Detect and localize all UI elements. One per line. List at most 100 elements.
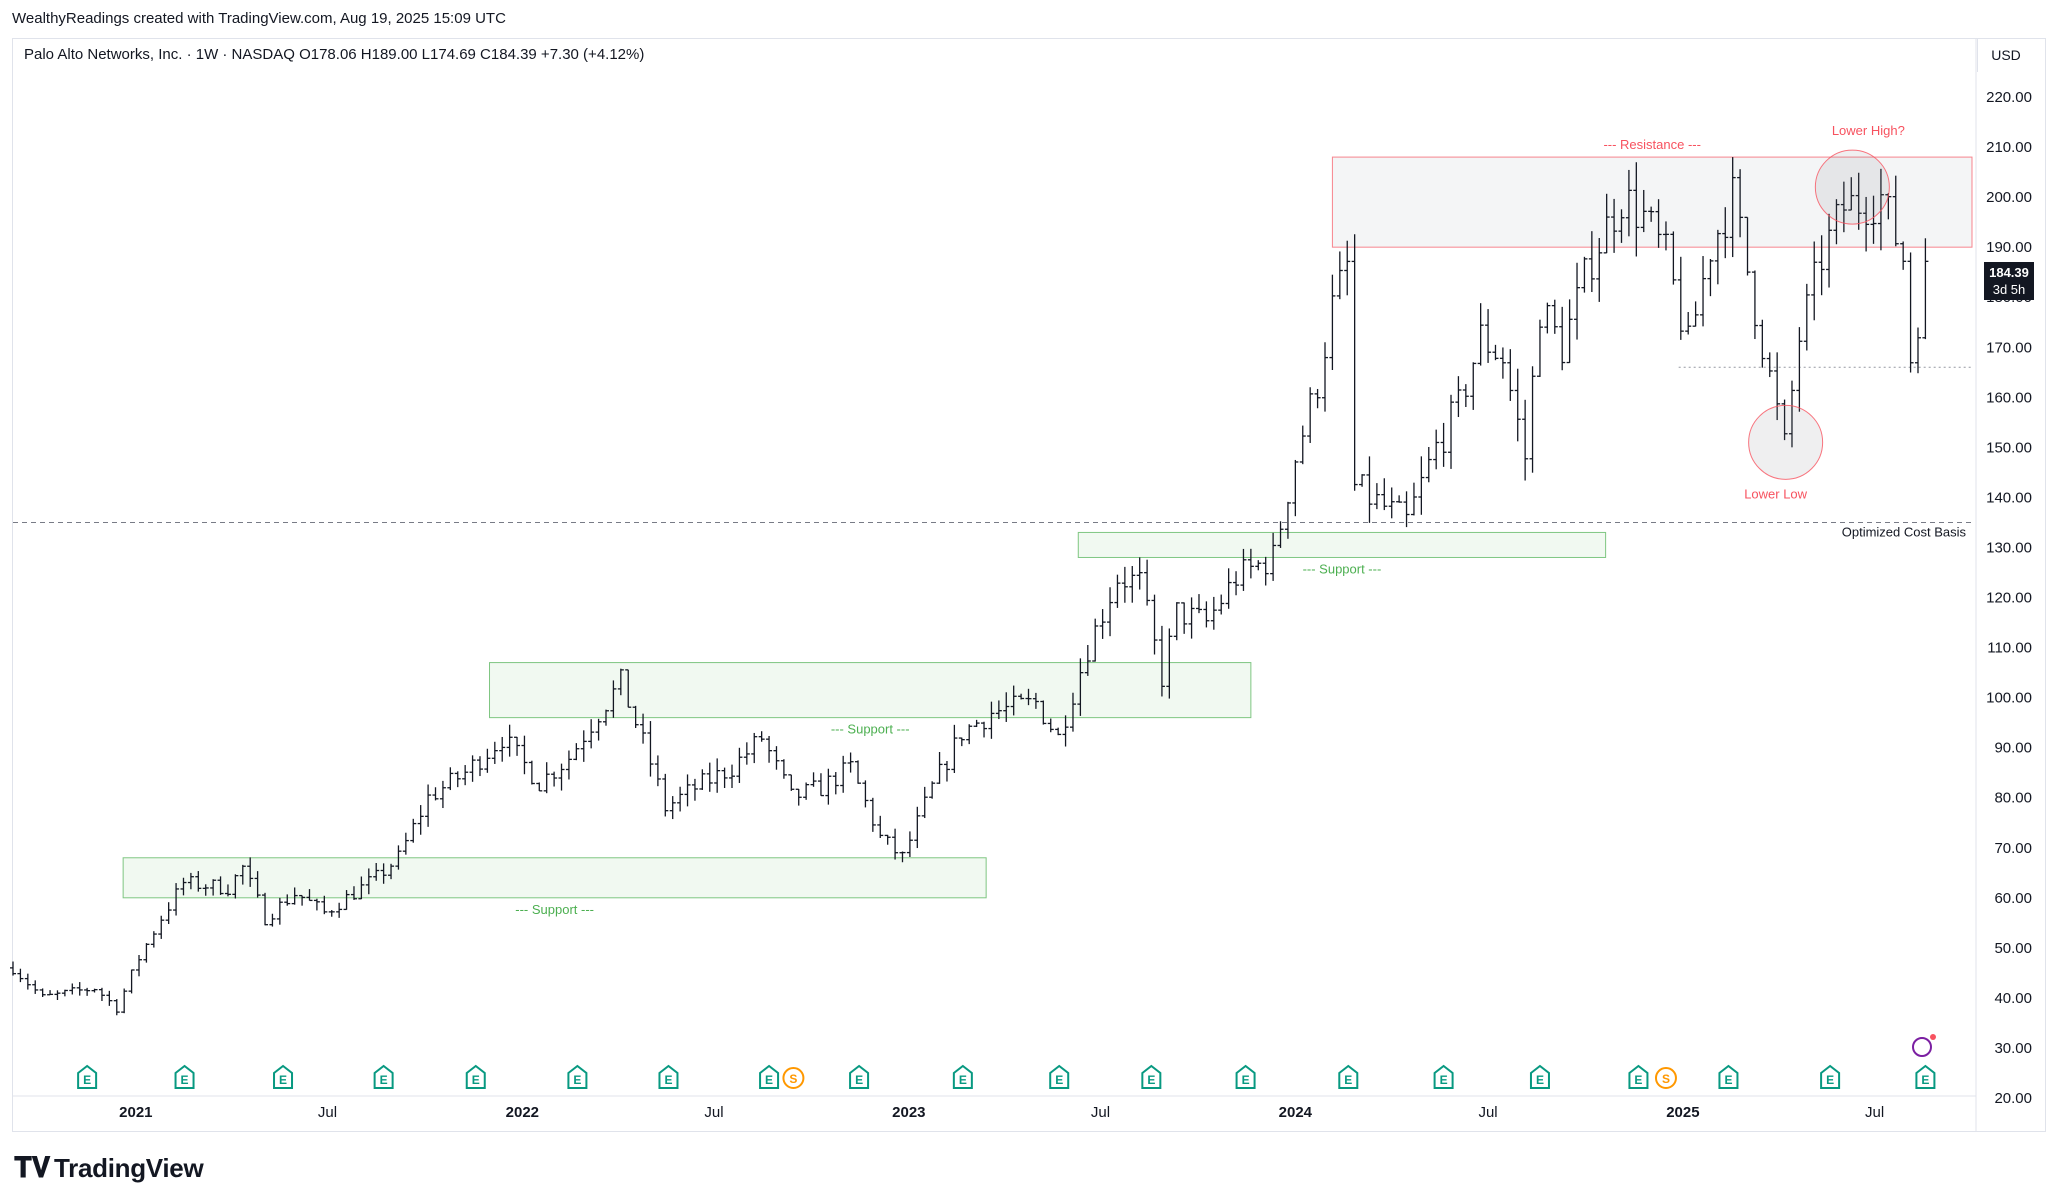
ohlc-bar [640, 713, 647, 744]
symbol-legend: Palo Alto Networks, Inc. · 1W · NASDAQ O… [24, 46, 645, 63]
ohlc-bar [321, 895, 328, 915]
ohlc-bar [691, 778, 698, 801]
ohlc-bar [958, 737, 965, 747]
ohlc-bar [447, 767, 454, 791]
price-tick-label: 90.00 [1994, 740, 2032, 757]
ohlc-bar [1870, 195, 1877, 244]
ohlc-bar [1292, 459, 1299, 517]
ohlc-bar [602, 709, 609, 726]
ohlc-bar [1455, 376, 1462, 418]
ohlc-bar [543, 762, 550, 794]
ohlc-bar [699, 769, 706, 790]
earnings-icon-glyph: E [1724, 1073, 1732, 1087]
ohlc-bar [751, 732, 758, 764]
earnings-icon [174, 1064, 195, 1089]
ohlc-bar [291, 887, 298, 905]
ohlc-bar [1440, 422, 1447, 467]
ohlc-bar [610, 680, 617, 718]
ohlc-bar [714, 758, 721, 793]
ohlc-bar [54, 990, 61, 1001]
ohlc-bar [1055, 727, 1062, 736]
ohlc-bar [847, 752, 854, 773]
ohlc-bar [899, 851, 906, 863]
ohlc-bar [684, 774, 691, 807]
earnings-icon-glyph: E [83, 1073, 91, 1087]
ohlc-bar [580, 730, 587, 762]
ohlc-bar [1633, 162, 1640, 257]
ohlc-bar [1877, 168, 1884, 251]
time-tick-label: Jul [318, 1104, 337, 1121]
ohlc-bar [1047, 718, 1054, 733]
ohlc-bar [1648, 206, 1655, 222]
price-tick-label: 130.00 [1986, 539, 2032, 556]
ohlc-bar [1566, 299, 1573, 364]
ohlc-bar [499, 736, 506, 762]
ohlc-bar [61, 989, 68, 997]
ohlc-bar [1025, 688, 1032, 706]
ohlc-bar [439, 780, 446, 809]
time-tick-label: 2021 [119, 1104, 152, 1121]
ohlc-bar [1737, 169, 1744, 238]
price-tick-label: 210.00 [1986, 139, 2032, 156]
ohlc-bar [706, 762, 713, 792]
ohlc-bar [484, 748, 491, 773]
ohlc-bar [1396, 495, 1403, 503]
ohlc-bar [1522, 399, 1529, 481]
ohlc-bar [1107, 587, 1114, 637]
ohlc-bar [1536, 319, 1543, 377]
time-tick-label: Jul [1865, 1104, 1884, 1121]
ohlc-bar [1418, 456, 1425, 515]
ohlc-bar [17, 968, 24, 983]
ohlc-bar [1351, 234, 1358, 491]
ohlc-bar [1581, 256, 1588, 293]
ohlc-bar [1314, 388, 1321, 409]
ohlc-bar [1322, 342, 1329, 412]
ohlc-bar [551, 771, 558, 787]
price-tick-label: 100.00 [1986, 690, 2032, 707]
time-tick-label: Jul [1478, 1104, 1497, 1121]
earnings-icon-glyph: E [959, 1073, 967, 1087]
earnings-icon [849, 1064, 870, 1089]
support-zone-label: --- Support --- [831, 722, 910, 737]
ohlc-bar [1195, 594, 1202, 614]
ohlc-bar [1574, 262, 1581, 340]
price-tick-label: 70.00 [1994, 840, 2032, 857]
ohlc-bar [1559, 306, 1566, 371]
ohlc-bar [921, 786, 928, 819]
ohlc-bar [1499, 347, 1506, 379]
ohlc-bar [1099, 609, 1106, 639]
earnings-icon-glyph: E [573, 1073, 581, 1087]
earnings-icon [1718, 1064, 1739, 1089]
earnings-icon [952, 1064, 973, 1089]
ohlc-bar [1611, 198, 1618, 253]
currency-button[interactable]: USD [1977, 38, 2034, 72]
ohlc-bar [1781, 399, 1788, 441]
ohlc-bar [1640, 189, 1647, 233]
ohlc-bar [284, 894, 291, 906]
time-tick-label: 2025 [1666, 1104, 1699, 1121]
ohlc-bar [76, 982, 83, 996]
price-tick-label: 40.00 [1994, 990, 2032, 1007]
ohlc-bar [817, 773, 824, 797]
ohlc-bar [721, 767, 728, 788]
ohlc-bar [647, 721, 654, 777]
support-zone [1077, 531, 1607, 558]
ohlc-bar [1129, 566, 1136, 603]
ohlc-bar [810, 772, 817, 787]
ohlc-bar [136, 954, 143, 977]
ohlc-bar [202, 884, 209, 896]
ohlc-bar [1655, 199, 1662, 248]
ohlc-bar [239, 864, 246, 885]
ohlc-bar [536, 782, 543, 792]
ohlc-bar [1344, 240, 1351, 296]
ohlc-bar [588, 719, 595, 749]
ohlc-bar [625, 669, 632, 708]
ohlc-bar [1277, 521, 1284, 548]
ohlc-bar [224, 884, 231, 897]
ohlc-bar [884, 834, 891, 845]
ohlc-bar [914, 806, 921, 849]
price-tick-label: 80.00 [1994, 790, 2032, 807]
time-tick-label: 2023 [892, 1104, 925, 1121]
ohlc-bar [232, 874, 239, 899]
